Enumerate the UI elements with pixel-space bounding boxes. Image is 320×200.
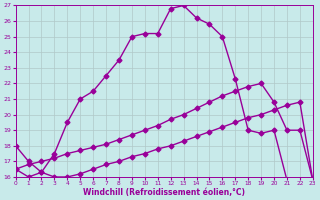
X-axis label: Windchill (Refroidissement éolien,°C): Windchill (Refroidissement éolien,°C) — [83, 188, 245, 197]
